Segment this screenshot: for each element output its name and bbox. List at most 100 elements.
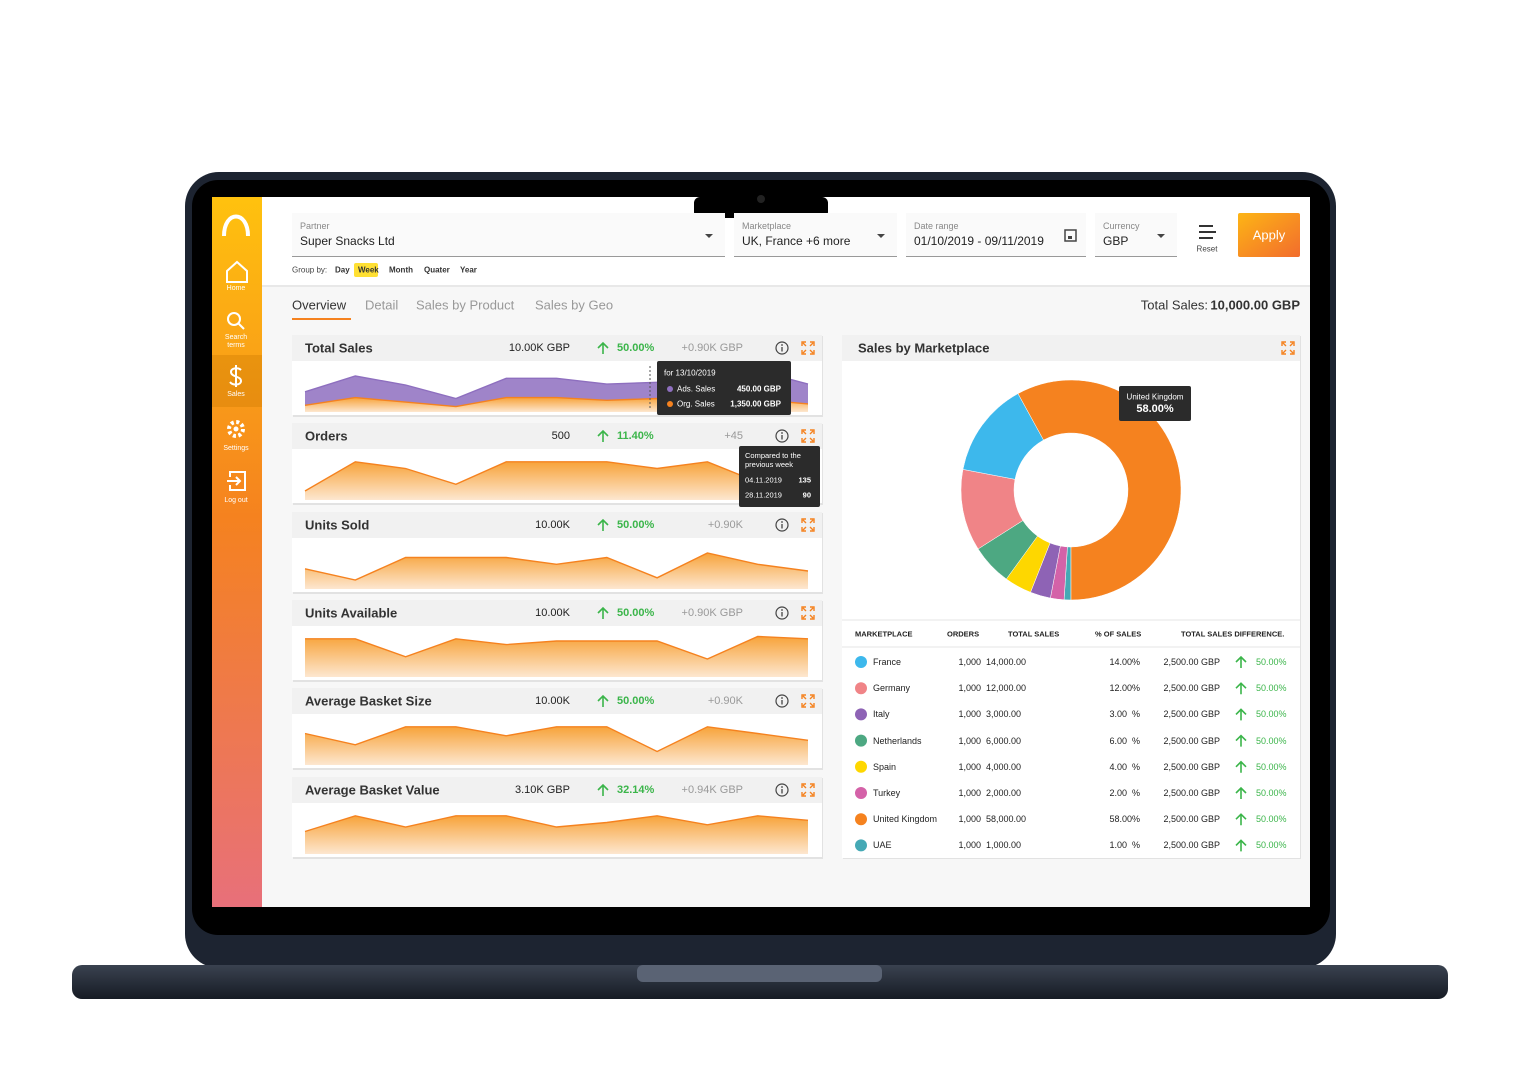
group-by-option[interactable]: Week (358, 265, 379, 275)
sidebar-label[interactable]: Log out (224, 497, 248, 504)
legend-dot (855, 813, 867, 826)
info-icon (775, 783, 789, 797)
table-column-header: % OF SALES (1095, 629, 1142, 639)
filter-value[interactable]: GBP (1103, 234, 1129, 248)
search-icon (227, 312, 241, 326)
filter-value[interactable]: 01/10/2019 - 09/11/2019 (914, 234, 1044, 248)
info-icon (781, 609, 783, 611)
up-arrow (597, 518, 609, 531)
table-pct: 1.00 % (1109, 840, 1140, 851)
card-header (292, 335, 822, 361)
sidebar-label[interactable]: Sales (227, 391, 245, 398)
camera (757, 195, 765, 203)
group-by-option[interactable]: Month (389, 265, 413, 275)
sparkline-line (304, 815, 809, 833)
table-marketplace: Italy (873, 709, 890, 720)
table-diff: 2,500.00 GBP (1163, 814, 1220, 825)
sidebar-label[interactable]: Home (226, 285, 246, 292)
card-change: 50.00% (617, 519, 655, 531)
logo (222, 214, 250, 237)
table-marketplace: UAE (873, 840, 892, 851)
tab[interactable]: Sales by Geo (535, 297, 614, 313)
expand-icon[interactable] (801, 429, 815, 443)
card-diff: +0.90K (707, 695, 743, 707)
card-value: 10.00K (535, 607, 570, 619)
sparkline-area (305, 553, 808, 589)
sidebar-label[interactable]: Search terms (224, 334, 248, 349)
apply-button (1238, 213, 1300, 257)
table-change: 50.00% (1256, 788, 1287, 798)
up-arrow (597, 341, 609, 354)
card-value: 500 (551, 430, 570, 442)
table-orders: 1,000 (958, 709, 981, 720)
table-total: 6,000.00 (986, 735, 1022, 746)
filter-label: Currency (1103, 221, 1140, 231)
group-by-label: Group by: (292, 265, 328, 275)
table-total: 58,000.00 (986, 814, 1027, 825)
card-value: 10.00K GBP (508, 342, 570, 354)
expand-icon[interactable] (801, 518, 815, 532)
sidebar-label[interactable]: Settings (223, 445, 249, 452)
expand-icon[interactable] (801, 341, 815, 355)
filter-underline (734, 256, 897, 257)
expand-icon[interactable] (801, 606, 815, 620)
tooltip (1119, 386, 1191, 421)
card-value: 10.00K (535, 695, 570, 707)
settings-icon (227, 420, 245, 438)
card-value: 3.10K GBP (514, 784, 570, 796)
tooltip-label: 28.11.2019 (745, 490, 782, 500)
group-by-option[interactable]: Day (335, 265, 350, 275)
filter-value[interactable]: Super Snacks Ltd (300, 234, 395, 248)
table-marketplace: Germany (873, 683, 911, 694)
tooltip (739, 446, 820, 507)
dropdown-arrow (1157, 234, 1165, 238)
table-total: 14,000.00 (986, 657, 1027, 667)
table-column-header: MARKETPLACE (855, 629, 913, 639)
filter-underline (906, 256, 1086, 257)
sparkline-line (304, 552, 809, 581)
sparkline-line (305, 635, 809, 660)
up-arrow (1235, 682, 1247, 695)
expand-icon[interactable] (801, 783, 815, 797)
table-pct: 14.00% (1109, 657, 1140, 667)
tab[interactable]: Sales by Product (416, 297, 515, 313)
table-change: 50.00% (1256, 657, 1287, 667)
table-marketplace: Spain (873, 761, 897, 772)
expand-icon[interactable] (801, 694, 815, 708)
card-header (292, 512, 822, 538)
card-title: Average Basket Size (305, 693, 432, 709)
sparkline-area (305, 726, 808, 765)
table-total: 3,000.00 (986, 709, 1022, 720)
card-header (292, 777, 822, 803)
info-icon (781, 786, 783, 788)
legend-dot (855, 760, 867, 773)
tooltip-value: 135 (798, 475, 811, 485)
card-change: 11.40% (617, 430, 654, 442)
total-sales-label: Total Sales: (1140, 297, 1208, 313)
tooltip-label: Org. Sales (677, 399, 715, 409)
sparkline-area (305, 461, 808, 500)
tab[interactable]: Detail (365, 297, 399, 313)
reset-button[interactable]: Reset (1196, 244, 1218, 254)
group-by-option[interactable]: Year (460, 265, 477, 275)
table-pct: 2.00 % (1109, 788, 1140, 798)
filter-value[interactable]: UK, France +6 more (742, 234, 851, 248)
card-header (292, 423, 822, 449)
total-sales-value: 10,000.00 GBP (1210, 297, 1300, 313)
sparkline-area (305, 815, 808, 854)
info-icon (775, 341, 789, 355)
expand-icon[interactable] (1281, 341, 1295, 355)
tooltip-label: 04.11.2019 (745, 475, 782, 485)
table-orders: 1,000 (958, 814, 981, 825)
tooltip-value: 450.00 GBP (736, 384, 781, 394)
table-marketplace: Turkey (873, 788, 901, 798)
tab[interactable]: Overview (292, 297, 347, 313)
table-orders: 1,000 (958, 735, 981, 746)
group-by-option[interactable]: Quater (424, 265, 450, 275)
camera-notch (694, 197, 828, 218)
tooltip-value: 1,350.00 GBP (730, 399, 781, 409)
tooltip-title: Compared to the previous week (745, 451, 801, 469)
apply-button-label[interactable]: Apply (1252, 227, 1286, 243)
up-arrow (597, 429, 609, 442)
table-marketplace: Netherlands (873, 735, 922, 746)
